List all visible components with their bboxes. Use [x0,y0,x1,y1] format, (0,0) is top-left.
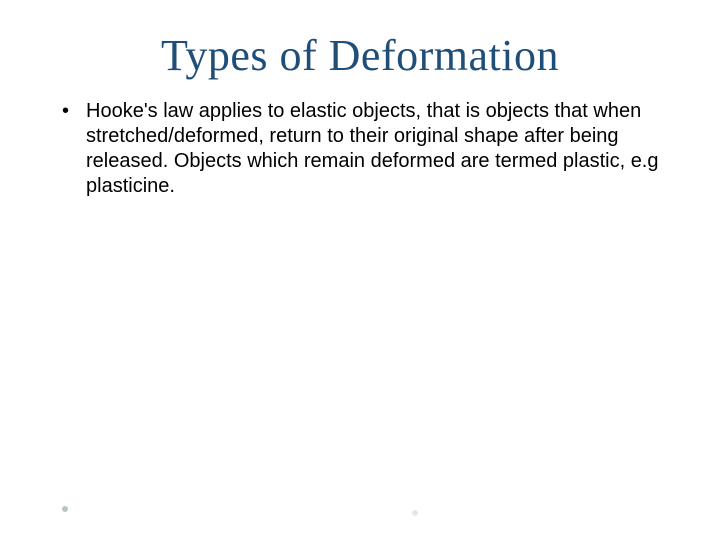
slide: Types of Deformation Hooke's law applies… [0,0,720,540]
bullet-item: Hooke's law applies to elastic objects, … [68,99,680,199]
bullet-list: Hooke's law applies to elastic objects, … [40,99,680,199]
decorative-dot [412,510,418,516]
decorative-dot [62,506,68,512]
slide-title: Types of Deformation [40,30,680,81]
